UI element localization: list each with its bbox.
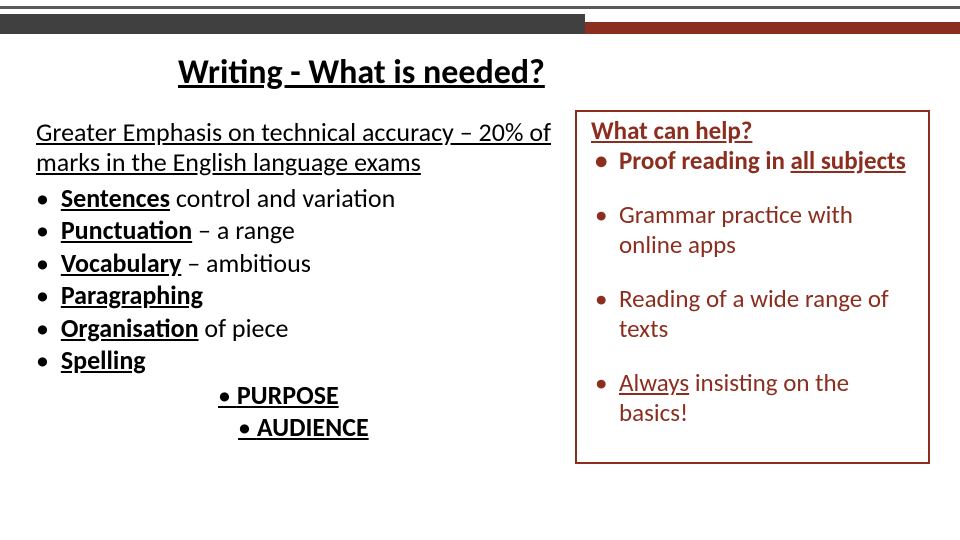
list-term: Sentences (61, 182, 170, 214)
list-rest: control and variation (170, 182, 395, 214)
help-list: Proof reading in all subjects Grammar pr… (591, 146, 914, 428)
sub-item: PURPOSE (36, 379, 556, 412)
left-column: Greater Emphasis on technical accuracy –… (36, 118, 556, 444)
slide-title: Writing - What is needed? (178, 52, 545, 93)
intro-text: Greater Emphasis on technical accuracy –… (36, 118, 556, 178)
top-thin-line (0, 6, 960, 9)
list-item: Paragraphing (56, 279, 556, 312)
list-term: Vocabulary (61, 247, 182, 279)
help-item: Proof reading in all subjects (619, 146, 914, 176)
sub-bullet-list: PURPOSE AUDIENCE (36, 379, 556, 444)
list-item: Organisation of piece (56, 312, 556, 345)
list-item: Spelling (56, 344, 556, 377)
list-item: Vocabulary – ambitious (56, 247, 556, 280)
sub-item: AUDIENCE (36, 411, 556, 444)
list-rest: – a range (192, 214, 295, 246)
help-text: Proof reading in (619, 145, 791, 176)
help-item: Always insisting on the basics! (619, 368, 914, 428)
list-term: Spelling (61, 344, 146, 376)
list-item: Punctuation – a range (56, 214, 556, 247)
list-term: Punctuation (61, 214, 192, 246)
top-accent-bar (0, 0, 960, 34)
list-item: Sentences control and variation (56, 182, 556, 215)
help-underlined: Always (619, 367, 689, 398)
help-item: Reading of a wide range of texts (619, 284, 914, 344)
list-rest: – ambitious (181, 247, 311, 279)
help-underlined: all subjects (791, 145, 906, 176)
list-term: Organisation (61, 312, 199, 344)
list-rest: of piece (199, 312, 289, 344)
help-title: What can help? (591, 116, 914, 146)
top-dark-bar (0, 14, 585, 34)
list-term: Paragraphing (61, 279, 203, 311)
main-bullet-list: Sentences control and variation Punctuat… (36, 182, 556, 377)
help-item: Grammar practice with online apps (619, 200, 914, 260)
help-box: What can help? Proof reading in all subj… (575, 110, 930, 464)
